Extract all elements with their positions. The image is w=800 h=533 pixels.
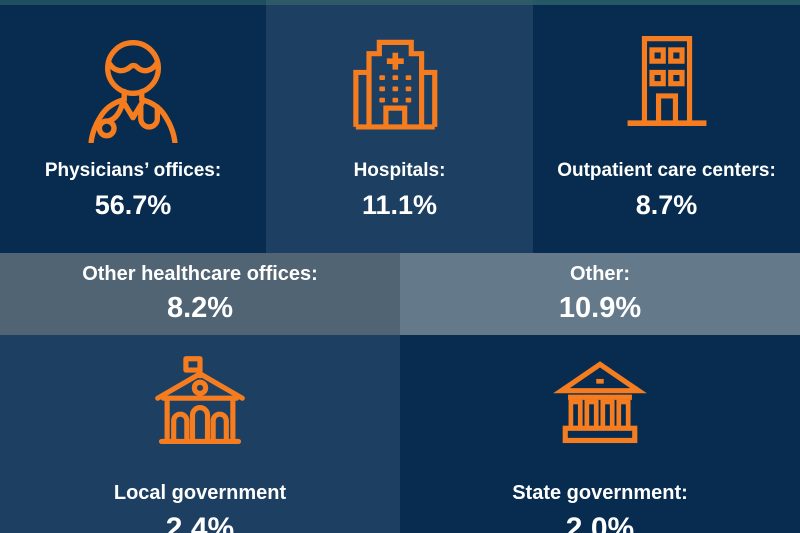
tile-value: 56.7% xyxy=(94,189,172,220)
tile-label: Local government xyxy=(113,482,287,504)
tile-value: 11.1% xyxy=(361,189,438,220)
tile-physicians-offices: Physicians’ offices: 56.7% xyxy=(0,5,266,253)
row-top: Physicians’ offices: 56.7% xyxy=(0,5,800,253)
tile-label: Hospitals: xyxy=(353,160,446,181)
bank-columns-icon xyxy=(548,355,652,463)
strip-segment xyxy=(266,0,533,5)
tile-value: 10.9% xyxy=(558,292,642,325)
tile-value: 2.0% xyxy=(565,512,635,533)
tile-state-government: State government: 2.0% xyxy=(400,335,800,533)
tile-label: Other healthcare offices: xyxy=(82,263,318,286)
strip-segment xyxy=(533,0,800,5)
strip-segment xyxy=(0,0,266,5)
tile-hospitals: Hospitals: 11.1% xyxy=(266,5,533,253)
office-building-icon xyxy=(615,31,719,143)
row-middle: Other healthcare offices: 8.2% Other: 10… xyxy=(0,253,800,335)
tile-value: 2.4% xyxy=(165,512,235,533)
tile-outpatient-care-centers: Outpatient care centers: 8.7% xyxy=(533,5,800,253)
hospital-icon xyxy=(348,31,452,143)
tile-label: Outpatient care centers: xyxy=(557,160,776,181)
tile-other-healthcare-offices: Other healthcare offices: 8.2% xyxy=(0,253,400,335)
tile-local-government: Local government 2.4% xyxy=(0,335,400,533)
tile-value: 8.2% xyxy=(166,292,234,325)
row-bottom: Local government 2.4% xyxy=(0,335,800,533)
government-building-icon xyxy=(148,355,252,463)
tile-value: 8.7% xyxy=(635,189,698,220)
tile-label: Physicians’ offices: xyxy=(44,160,222,181)
tile-label: State government: xyxy=(512,482,688,504)
doctor-icon xyxy=(77,31,189,143)
top-remnant-strip xyxy=(0,0,800,5)
tile-label: Other: xyxy=(570,263,630,286)
tile-other: Other: 10.9% xyxy=(400,253,800,335)
